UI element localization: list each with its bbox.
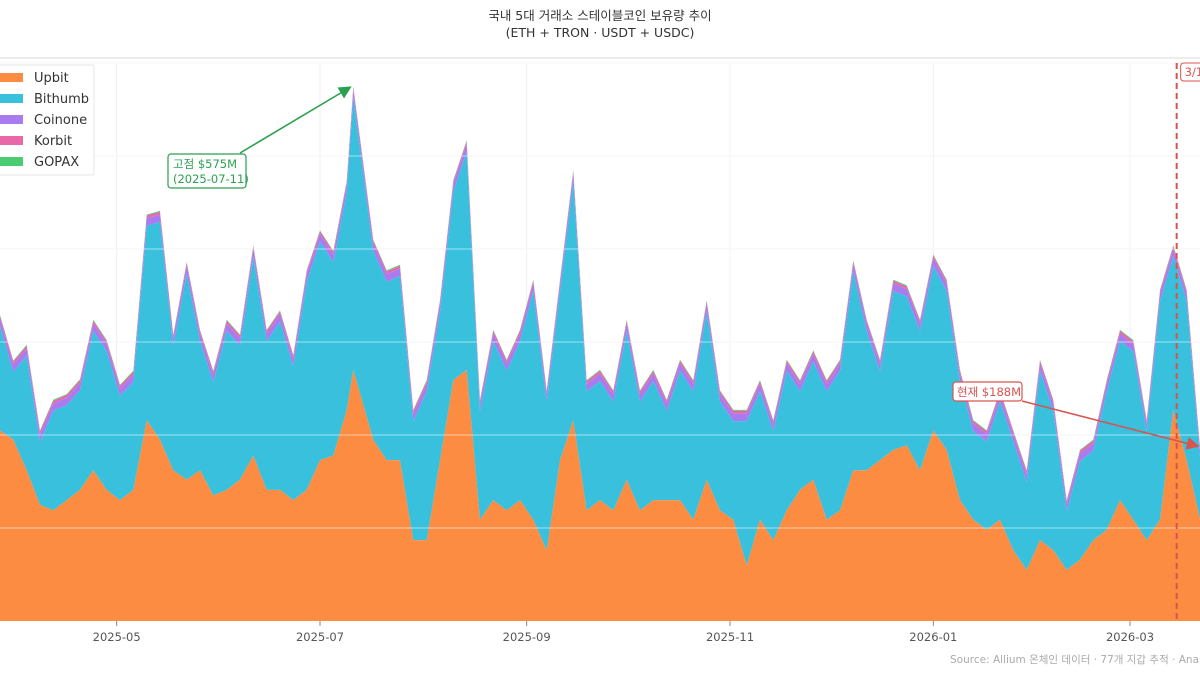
legend-label: Korbit [34, 134, 72, 149]
legend-swatch [0, 94, 23, 103]
chart-subtitle: (ETH + TRON · USDT + USDC) [506, 25, 695, 40]
x-axis: 2025-05 2025-07 2025-09 2025-11 2026-01 2026-… [93, 621, 1154, 644]
event-line-group: 3/1 [1175, 62, 1200, 621]
legend-swatch [0, 157, 23, 166]
legend-item-coinone[interactable]: Coinone [0, 113, 87, 128]
legend-item-gopax[interactable]: GOPAX [0, 155, 79, 170]
current-label: 현재 $188M [957, 385, 1021, 399]
event-label: 3/1 [1185, 65, 1200, 79]
x-tick-label: 2026-01 [909, 630, 957, 644]
legend-item-upbit[interactable]: Upbit [0, 71, 69, 86]
current-arrow [1021, 400, 1200, 450]
area-bithumb [0, 97, 1200, 570]
legend-swatch [0, 136, 23, 145]
source-note: Source: Allium 온체인 데이터 · 77개 지갑 추적 · Ana… [950, 654, 1200, 666]
peak-label-box [167, 153, 247, 189]
legend-swatch [0, 115, 23, 124]
legend-item-bithumb[interactable]: Bithumb [0, 92, 89, 107]
area-upbit [0, 369, 1200, 621]
legend-label: Bithumb [34, 92, 89, 107]
area-series [0, 86, 1200, 621]
legend-label: Upbit [34, 71, 69, 86]
legend-label: GOPAX [34, 155, 79, 170]
legend-label: Coinone [34, 113, 87, 128]
chart-title: 국내 5대 거래소 스테이블코인 보유량 추이 [488, 8, 711, 23]
x-tick-label: 2025-05 [93, 630, 141, 644]
legend-swatch [0, 73, 23, 82]
x-tick-label: 2025-11 [706, 630, 754, 644]
x-tick-label: 2026-03 [1106, 630, 1154, 644]
peak-label-line1: 고점 $575M [173, 157, 237, 171]
annotations: 고점 $575M(2025-07-11) 현재 $188M [167, 86, 1200, 450]
event-label-box [1180, 62, 1200, 82]
peak-label-line2: (2025-07-11) [173, 172, 249, 186]
legend-item-korbit[interactable]: Korbit [0, 134, 72, 149]
x-tick-label: 2025-09 [503, 630, 551, 644]
x-tick-label: 2025-07 [296, 630, 344, 644]
peak-arrow [239, 86, 352, 154]
legend-box [0, 64, 95, 176]
legend: Upbit Bithumb Coinone Korbit GOPAX [0, 64, 95, 176]
current-label-box [952, 381, 1023, 402]
